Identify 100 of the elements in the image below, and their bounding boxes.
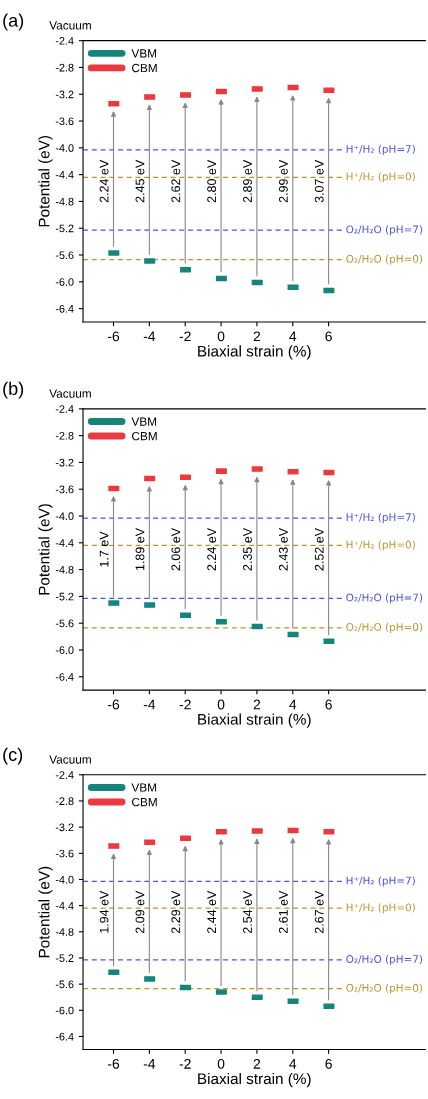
annotation: 1.94 eV <box>99 890 109 933</box>
x-tick-label: 6 <box>325 1058 332 1069</box>
text: Vacuum <box>49 21 91 30</box>
y-axis-title: Potential (eV) <box>38 136 53 227</box>
annotation: O₂/H₂O (pH=0) <box>346 254 423 265</box>
legend-label: VBM <box>131 49 157 58</box>
annotation: 2.99 eV <box>278 159 288 203</box>
y-tick-label: -5.2 <box>55 592 74 601</box>
x-tick-label: 4 <box>289 331 297 342</box>
x-tick-label: 2 <box>253 331 261 342</box>
x-tick-label: 0 <box>217 1058 225 1069</box>
y-axis-title: Potential (eV) <box>38 866 53 958</box>
y-tick-label: -3.2 <box>55 823 74 832</box>
y-tick-label: -6.4 <box>55 304 74 313</box>
y-tick-label: -6.0 <box>55 1006 74 1015</box>
y-tick-label: -4.4 <box>55 539 74 547</box>
y-tick-label: -4.4 <box>55 902 74 910</box>
annotation: 2.89 eV <box>243 159 252 203</box>
annotation: 1.89 eV <box>135 528 145 571</box>
annotation: 2.06 eV <box>171 528 181 571</box>
x-tick-label: -6 <box>107 1058 120 1069</box>
annotation: 2.09 eV <box>135 890 145 934</box>
y-tick-label: -5.6 <box>55 619 74 628</box>
annotation: 1.7 eV <box>99 531 109 567</box>
x-tick-label: -4 <box>143 1059 156 1069</box>
y-tick-label: -3.2 <box>55 90 74 99</box>
x-tick-label: 2 <box>253 699 261 710</box>
y-tick-label: -4.8 <box>55 565 74 574</box>
y-tick-label: -5.6 <box>55 980 74 989</box>
x-tick-label: 6 <box>325 331 332 342</box>
legend-label: VBM <box>131 417 157 426</box>
text: Vacuum <box>49 389 91 398</box>
chart-title: (a) <box>3 13 24 31</box>
annotation: 2.61 eV <box>278 890 288 934</box>
x-tick-label: 0 <box>217 331 225 342</box>
legend-label: CBM <box>132 797 157 807</box>
annotation: H⁺/H₂ (pH=0) <box>346 903 415 914</box>
x-tick-label: 0 <box>217 699 225 710</box>
x-tick-label: -6 <box>107 699 120 710</box>
annotation: 2.44 eV <box>207 890 217 934</box>
annotation: O₂/H₂O (pH=0) <box>346 622 423 633</box>
x-tick-label: 4 <box>289 699 297 710</box>
y-tick-label: -2.4 <box>55 771 74 779</box>
annotation: H⁺/H₂ (pH=7) <box>346 512 415 524</box>
y-tick-label: -2.4 <box>55 405 74 413</box>
y-tick-label: -4.0 <box>55 512 74 521</box>
legend-label: CBM <box>132 63 157 73</box>
y-tick-label: -2.8 <box>55 431 74 440</box>
annotation: H⁺/H₂ (pH=0) <box>346 172 415 183</box>
legend-label: VBM <box>131 783 157 792</box>
annotation: H⁺/H₂ (pH=0) <box>346 540 415 551</box>
y-tick-label: -4.0 <box>55 875 74 884</box>
y-tick-label: -2.8 <box>55 63 74 72</box>
text: Vacuum <box>49 755 91 764</box>
annotation: H⁺/H₂ (pH=7) <box>346 144 415 155</box>
x-tick-label: -2 <box>179 1058 191 1069</box>
y-tick-label: -4.0 <box>55 144 74 152</box>
y-tick-label: -4.8 <box>55 928 74 936</box>
y-tick-label: -5.2 <box>55 954 74 962</box>
y-tick-label: -4.4 <box>55 171 74 179</box>
y-tick-label: -6.4 <box>55 1032 74 1041</box>
annotation: 2.52 eV <box>314 528 324 571</box>
y-tick-label: -2.8 <box>55 797 74 805</box>
x-tick-label: 4 <box>289 1059 297 1069</box>
y-tick-label: -2.4 <box>55 37 74 45</box>
annotation: H⁺/H₂ (pH=7) <box>346 876 415 887</box>
y-tick-label: -3.6 <box>55 117 74 126</box>
legend-label: CBM <box>132 431 157 441</box>
x-tick-label: 2 <box>253 1058 261 1069</box>
annotation: O₂/H₂O (pH=7) <box>346 954 423 965</box>
x-axis-title: Biaxial strain (%) <box>198 1072 311 1088</box>
x-tick-label: -4 <box>143 331 156 342</box>
annotation: 2.54 eV <box>243 890 252 934</box>
y-tick-label: -6.0 <box>55 646 74 655</box>
y-tick-label: -5.2 <box>55 224 74 233</box>
annotation: 2.35 eV <box>243 528 252 571</box>
y-axis-title: Potential (eV) <box>38 504 53 595</box>
annotation: 2.24 eV <box>99 159 109 203</box>
x-tick-label: -2 <box>179 331 191 342</box>
x-axis-title: Biaxial strain (%) <box>198 345 311 360</box>
y-tick-label: -5.6 <box>55 251 74 260</box>
chart-title: (b) <box>3 381 24 399</box>
y-tick-label: -4.8 <box>55 197 74 206</box>
y-tick-label: -6.0 <box>55 278 74 286</box>
chart-title: (c) <box>3 747 23 765</box>
y-tick-label: -6.4 <box>55 673 74 681</box>
annotation: 2.45 eV <box>135 159 145 203</box>
annotation: 2.24 eV <box>207 528 217 571</box>
annotation: 2.67 eV <box>314 890 324 934</box>
x-tick-label: -6 <box>107 331 120 342</box>
annotation: 2.29 eV <box>171 890 181 934</box>
annotation: O₂/H₂O (pH=7) <box>346 225 423 236</box>
annotation: O₂/H₂O (pH=7) <box>346 593 423 604</box>
annotation: 2.43 eV <box>278 528 288 571</box>
x-axis-title: Biaxial strain (%) <box>198 713 311 728</box>
annotation: 2.62 eV <box>171 159 181 203</box>
y-tick-label: -3.2 <box>55 458 74 467</box>
annotation: O₂/H₂O (pH=0) <box>346 983 423 994</box>
x-tick-label: -4 <box>143 699 156 710</box>
y-tick-label: -3.6 <box>55 485 74 494</box>
